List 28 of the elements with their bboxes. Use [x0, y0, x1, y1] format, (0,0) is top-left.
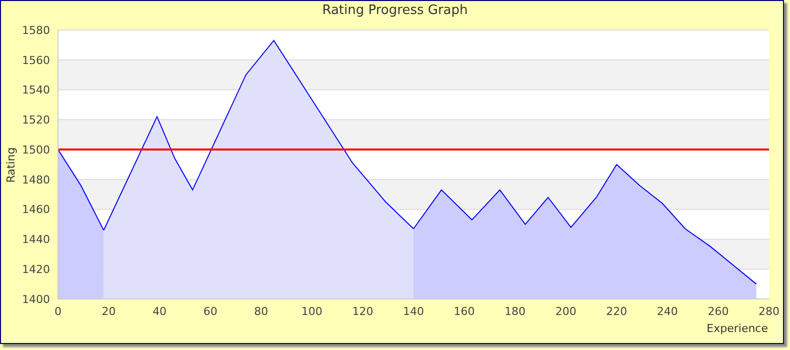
x-tick-label: 180 — [504, 304, 526, 318]
x-axis-title: Experience — [706, 322, 768, 335]
chart-title: Rating Progress Graph — [321, 3, 469, 18]
y-tick-label: 1560 — [22, 54, 50, 67]
x-tick-label: 120 — [352, 304, 374, 318]
x-tick-label: 60 — [203, 304, 218, 318]
x-tick-label: 260 — [708, 304, 729, 318]
x-tick-label: 280 — [758, 304, 780, 318]
x-tick-label: 80 — [254, 304, 268, 318]
x-tick-label: 0 — [54, 304, 62, 318]
x-tick-label: 240 — [656, 304, 678, 318]
x-tick-label: 100 — [301, 304, 322, 318]
y-axis-title: Rating — [4, 147, 18, 183]
y-tick-label: 1440 — [22, 233, 50, 246]
x-tick-label: 140 — [403, 304, 424, 318]
x-tick-label: 200 — [555, 304, 576, 318]
y-tick-label: 1460 — [22, 203, 50, 216]
x-tick-label: 20 — [102, 304, 116, 318]
x-tick-label: 220 — [606, 304, 628, 318]
y-tick-label: 1420 — [22, 263, 50, 276]
x-tick-label: 40 — [152, 304, 167, 318]
y-tick-label: 1540 — [22, 84, 50, 97]
y-tick-label: 1580 — [22, 24, 50, 37]
y-tick-label: 1400 — [22, 292, 50, 306]
y-tick-label: 1520 — [22, 114, 50, 127]
y-tick-label: 1480 — [22, 173, 50, 186]
x-tick-label: 160 — [454, 304, 475, 318]
y-tick-label: 1500 — [22, 143, 50, 156]
